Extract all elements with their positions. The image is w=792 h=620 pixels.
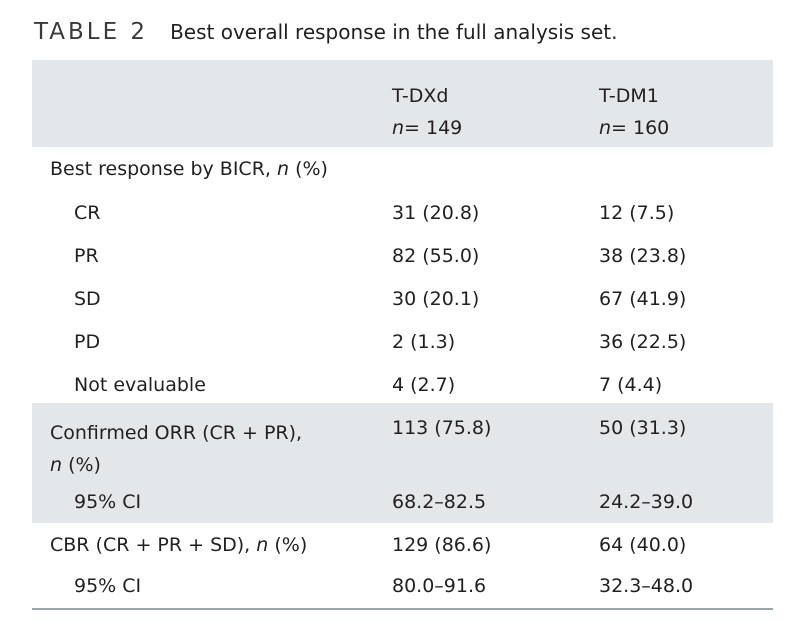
column-header-tdxd: T-DXd n= 149	[392, 80, 462, 144]
cell-tdm1: 32.3–48.0	[599, 575, 694, 597]
cell-tdxd: 31 (20.8)	[392, 202, 480, 224]
cell-tdm1: 50 (31.3)	[599, 417, 687, 439]
table-header: T-DXd n= 149 T-DM1 n= 160	[32, 60, 773, 147]
cell-tdxd: 80.0–91.6	[392, 575, 487, 597]
cell-tdm1: 64 (40.0)	[599, 534, 687, 556]
row-label-cbr: CBR (CR + PR + SD), n (%)	[50, 534, 308, 556]
cell-tdxd: 2 (1.3)	[392, 331, 456, 353]
cell-tdxd: 68.2–82.5	[392, 491, 487, 513]
orr-band	[32, 403, 773, 523]
cell-tdxd: 113 (75.8)	[392, 417, 492, 439]
row-label: CR	[74, 202, 101, 224]
row-label: SD	[74, 288, 101, 310]
table-bottom-rule	[32, 608, 773, 610]
cell-tdm1: 36 (22.5)	[599, 331, 687, 353]
cell-tdxd: 129 (86.6)	[392, 534, 492, 556]
table-caption: TABLE 2 Best overall response in the ful…	[34, 14, 617, 50]
column-n: n= 160	[599, 117, 670, 139]
cell-tdm1: 7 (4.4)	[599, 374, 663, 396]
row-label-ci: 95% CI	[74, 575, 142, 597]
table-title: Best overall response in the full analys…	[170, 20, 618, 44]
cell-tdm1: 24.2–39.0	[599, 491, 694, 513]
row-label: PR	[74, 245, 99, 267]
row-label-ci: 95% CI	[74, 491, 142, 513]
cell-tdm1: 12 (7.5)	[599, 202, 675, 224]
cell-tdxd: 4 (2.7)	[392, 374, 456, 396]
column-n: n= 149	[392, 117, 463, 139]
column-name: T-DM1	[599, 85, 659, 107]
column-header-tdm1: T-DM1 n= 160	[599, 80, 669, 144]
row-label-orr: Confirmed ORR (CR + PR), n (%)	[50, 422, 303, 476]
cell-tdm1: 67 (41.9)	[599, 288, 687, 310]
cell-tdm1: 38 (23.8)	[599, 245, 687, 267]
cell-tdxd: 30 (20.1)	[392, 288, 480, 310]
row-label: Not evaluable	[74, 374, 206, 396]
row-label: PD	[74, 331, 101, 353]
column-name: T-DXd	[392, 85, 449, 107]
section-label-best-response: Best response by BICR, n (%)	[50, 158, 328, 180]
table-number: TABLE 2	[34, 19, 149, 45]
cell-tdxd: 82 (55.0)	[392, 245, 480, 267]
response-table: T-DXd n= 149 T-DM1 n= 160 Best response …	[32, 60, 773, 610]
